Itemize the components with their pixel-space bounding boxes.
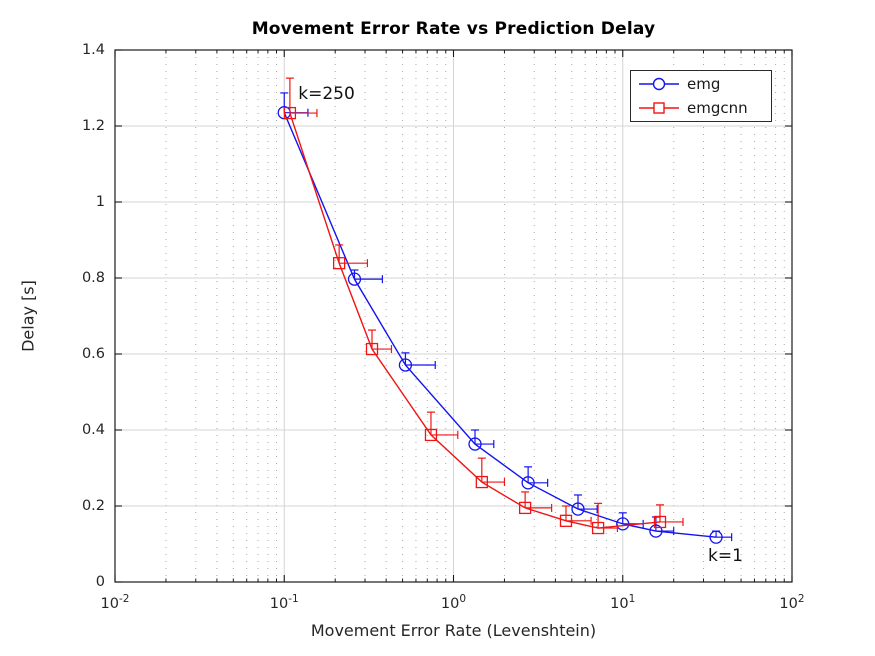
legend-row-emg: emg xyxy=(638,74,771,94)
annotation-k-250: k=250 xyxy=(298,84,355,105)
legend-row-emgcnn: emgcnn xyxy=(638,98,771,118)
data-point-emgcnn xyxy=(559,514,573,527)
y-tick-label: 0.4 xyxy=(81,422,105,438)
x-tick-label: 100 xyxy=(440,593,467,612)
data-point-emg xyxy=(347,272,362,286)
data-point-emgcnn xyxy=(591,521,605,535)
data-point-emg xyxy=(468,437,482,451)
x-tick-label: 101 xyxy=(610,593,636,612)
data-point-emgcnn xyxy=(332,257,346,270)
y-tick-label: 0 xyxy=(95,574,105,590)
x-tick-label: 10-2 xyxy=(100,593,130,612)
y-tick-label: 0.6 xyxy=(81,346,105,362)
y-axis-label: Delay [s] xyxy=(18,280,38,352)
data-point-emg xyxy=(649,524,663,538)
chart-title: Movement Error Rate vs Prediction Delay xyxy=(251,19,656,39)
data-point-emgcnn xyxy=(283,106,297,120)
x-tick-label: 102 xyxy=(779,593,805,612)
data-point-emg xyxy=(709,530,723,544)
annotation-k-1: k=1 xyxy=(708,545,743,566)
data-point-emg xyxy=(398,358,413,372)
data-point-emgcnn xyxy=(653,515,667,529)
x-tick-label: 10-1 xyxy=(269,593,299,612)
legend-label-emgcnn: emgcnn xyxy=(687,98,748,117)
y-tick-label: 1.2 xyxy=(81,118,105,134)
legend-marker-emgcnn-square-icon xyxy=(639,101,679,114)
data-point-emgcnn xyxy=(475,475,488,489)
y-tick-label: 1.4 xyxy=(81,42,105,58)
y-tick-label: 1 xyxy=(95,194,105,210)
data-point-emgcnn xyxy=(365,342,379,356)
data-point-emg xyxy=(571,502,585,516)
y-tick-label: 0.2 xyxy=(81,498,105,514)
series-line-emgcnn xyxy=(289,112,661,529)
data-point-emg xyxy=(616,517,630,531)
data-point-emgcnn xyxy=(518,501,532,515)
legend: emg emgcnn xyxy=(630,70,772,122)
data-point-emg xyxy=(521,476,535,490)
data-point-emgcnn xyxy=(424,428,438,442)
x-axis-label: Movement Error Rate (Levenshtein) xyxy=(310,621,597,640)
legend-marker-emg-circle-icon xyxy=(639,78,679,91)
series-line-emg xyxy=(283,112,717,538)
legend-label-emg: emg xyxy=(687,75,721,94)
y-tick-label: 0.8 xyxy=(81,270,105,286)
